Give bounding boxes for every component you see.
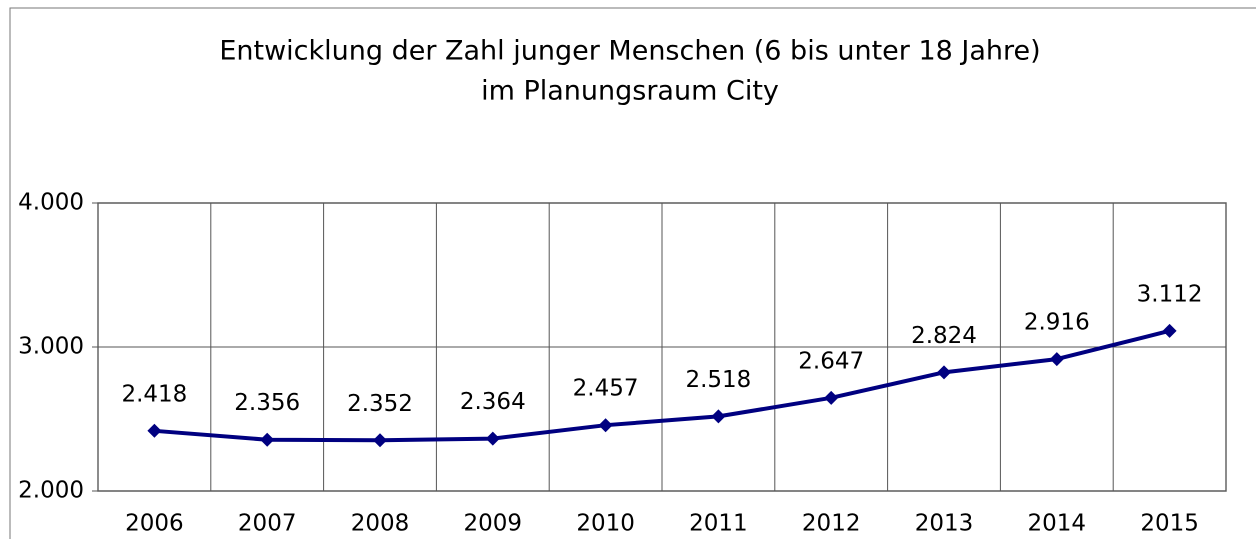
data-label: 2.364	[460, 389, 526, 415]
data-point	[1162, 323, 1177, 338]
y-tick-label: 4.000	[18, 190, 84, 216]
data-label: 2.352	[347, 391, 413, 417]
x-tick-label: 2012	[802, 511, 861, 537]
data-label: 2.518	[685, 367, 751, 393]
x-tick-label: 2010	[576, 511, 635, 537]
x-tick-label: 2013	[915, 511, 974, 537]
chart-frame	[9, 7, 1256, 539]
data-point	[824, 390, 839, 405]
data-point	[147, 423, 162, 438]
x-tick-label: 2014	[1028, 511, 1087, 537]
chart-title: Entwicklung der Zahl junger Menschen (6 …	[219, 36, 1040, 67]
data-label: 2.418	[121, 381, 187, 407]
data-point	[260, 432, 275, 447]
data-line	[154, 328, 1171, 443]
x-tick-label: 2011	[689, 511, 748, 537]
data-label: 2.457	[573, 376, 639, 402]
data-point	[598, 418, 613, 433]
chart-title: im Planungsraum City	[481, 76, 779, 107]
x-tick-label: 2008	[351, 511, 410, 537]
y-tick-label: 2.000	[18, 478, 84, 504]
data-label: 3.112	[1137, 281, 1203, 307]
data-point	[485, 431, 500, 446]
x-tick-label: 2015	[1140, 511, 1199, 537]
data-point	[373, 433, 387, 448]
x-tick-label: 2009	[464, 511, 523, 537]
data-point	[711, 409, 726, 424]
x-tick-label: 2007	[238, 511, 297, 537]
data-label: 2.916	[1024, 310, 1090, 336]
data-label: 2.356	[234, 390, 300, 416]
data-point	[1049, 352, 1064, 367]
data-label: 2.647	[798, 348, 864, 374]
data-label: 2.824	[911, 323, 977, 349]
y-tick-label: 3.000	[18, 334, 84, 360]
data-point	[937, 365, 951, 380]
x-tick-label: 2006	[125, 511, 184, 537]
